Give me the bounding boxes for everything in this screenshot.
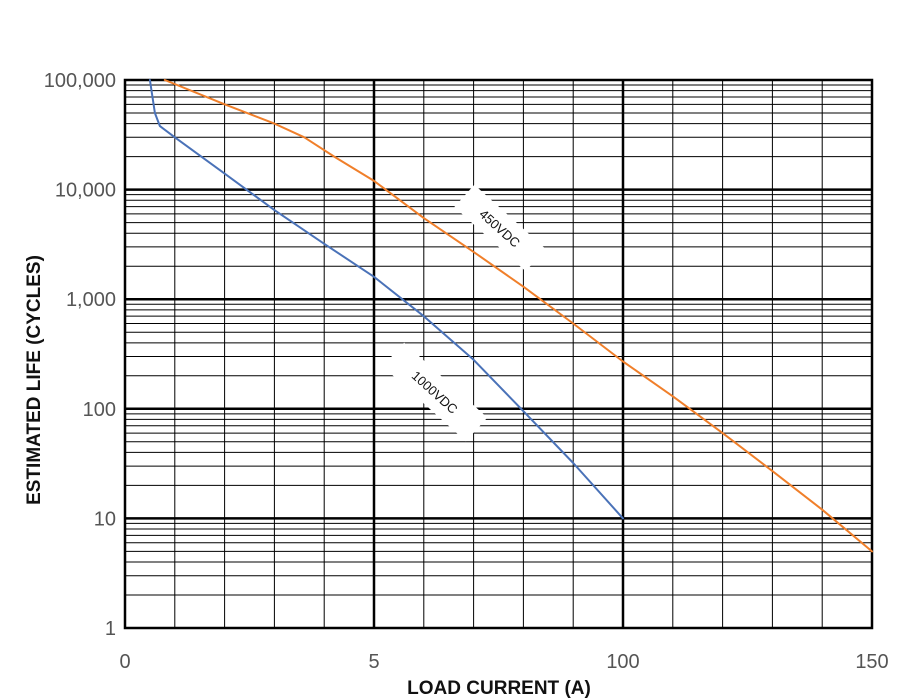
x-tick-label: 0 <box>119 651 130 673</box>
series-line-1000vdc <box>148 79 624 520</box>
series-line-450vdc <box>163 79 873 553</box>
y-tick-label: 1 <box>105 618 116 640</box>
y-tick-label: 10 <box>94 508 116 530</box>
y-tick-label: 100 <box>83 399 116 421</box>
tick-labels: 0 5 100 150 1 10 100 1,000 10,000 100,000 <box>44 70 889 673</box>
x-tick-label: 150 <box>855 651 888 673</box>
plot-frame <box>123 78 874 630</box>
x-axis-title: LOAD CURRENT (A) <box>407 678 591 699</box>
y-tick-label: 1,000 <box>66 289 116 311</box>
series-label-backing <box>382 342 488 442</box>
y-axis-title: ESTIMATED LIFE (CYCLES) <box>24 255 45 505</box>
minor-grid <box>125 80 872 628</box>
y-tick-label: 100,000 <box>44 70 116 92</box>
series-lines <box>148 79 873 553</box>
major-grid <box>125 80 872 628</box>
x-tick-label: 100 <box>606 651 639 673</box>
series-label-backing <box>454 184 546 272</box>
y-tick-label: 10,000 <box>55 180 116 202</box>
x-tick-label: 5 <box>368 651 379 673</box>
